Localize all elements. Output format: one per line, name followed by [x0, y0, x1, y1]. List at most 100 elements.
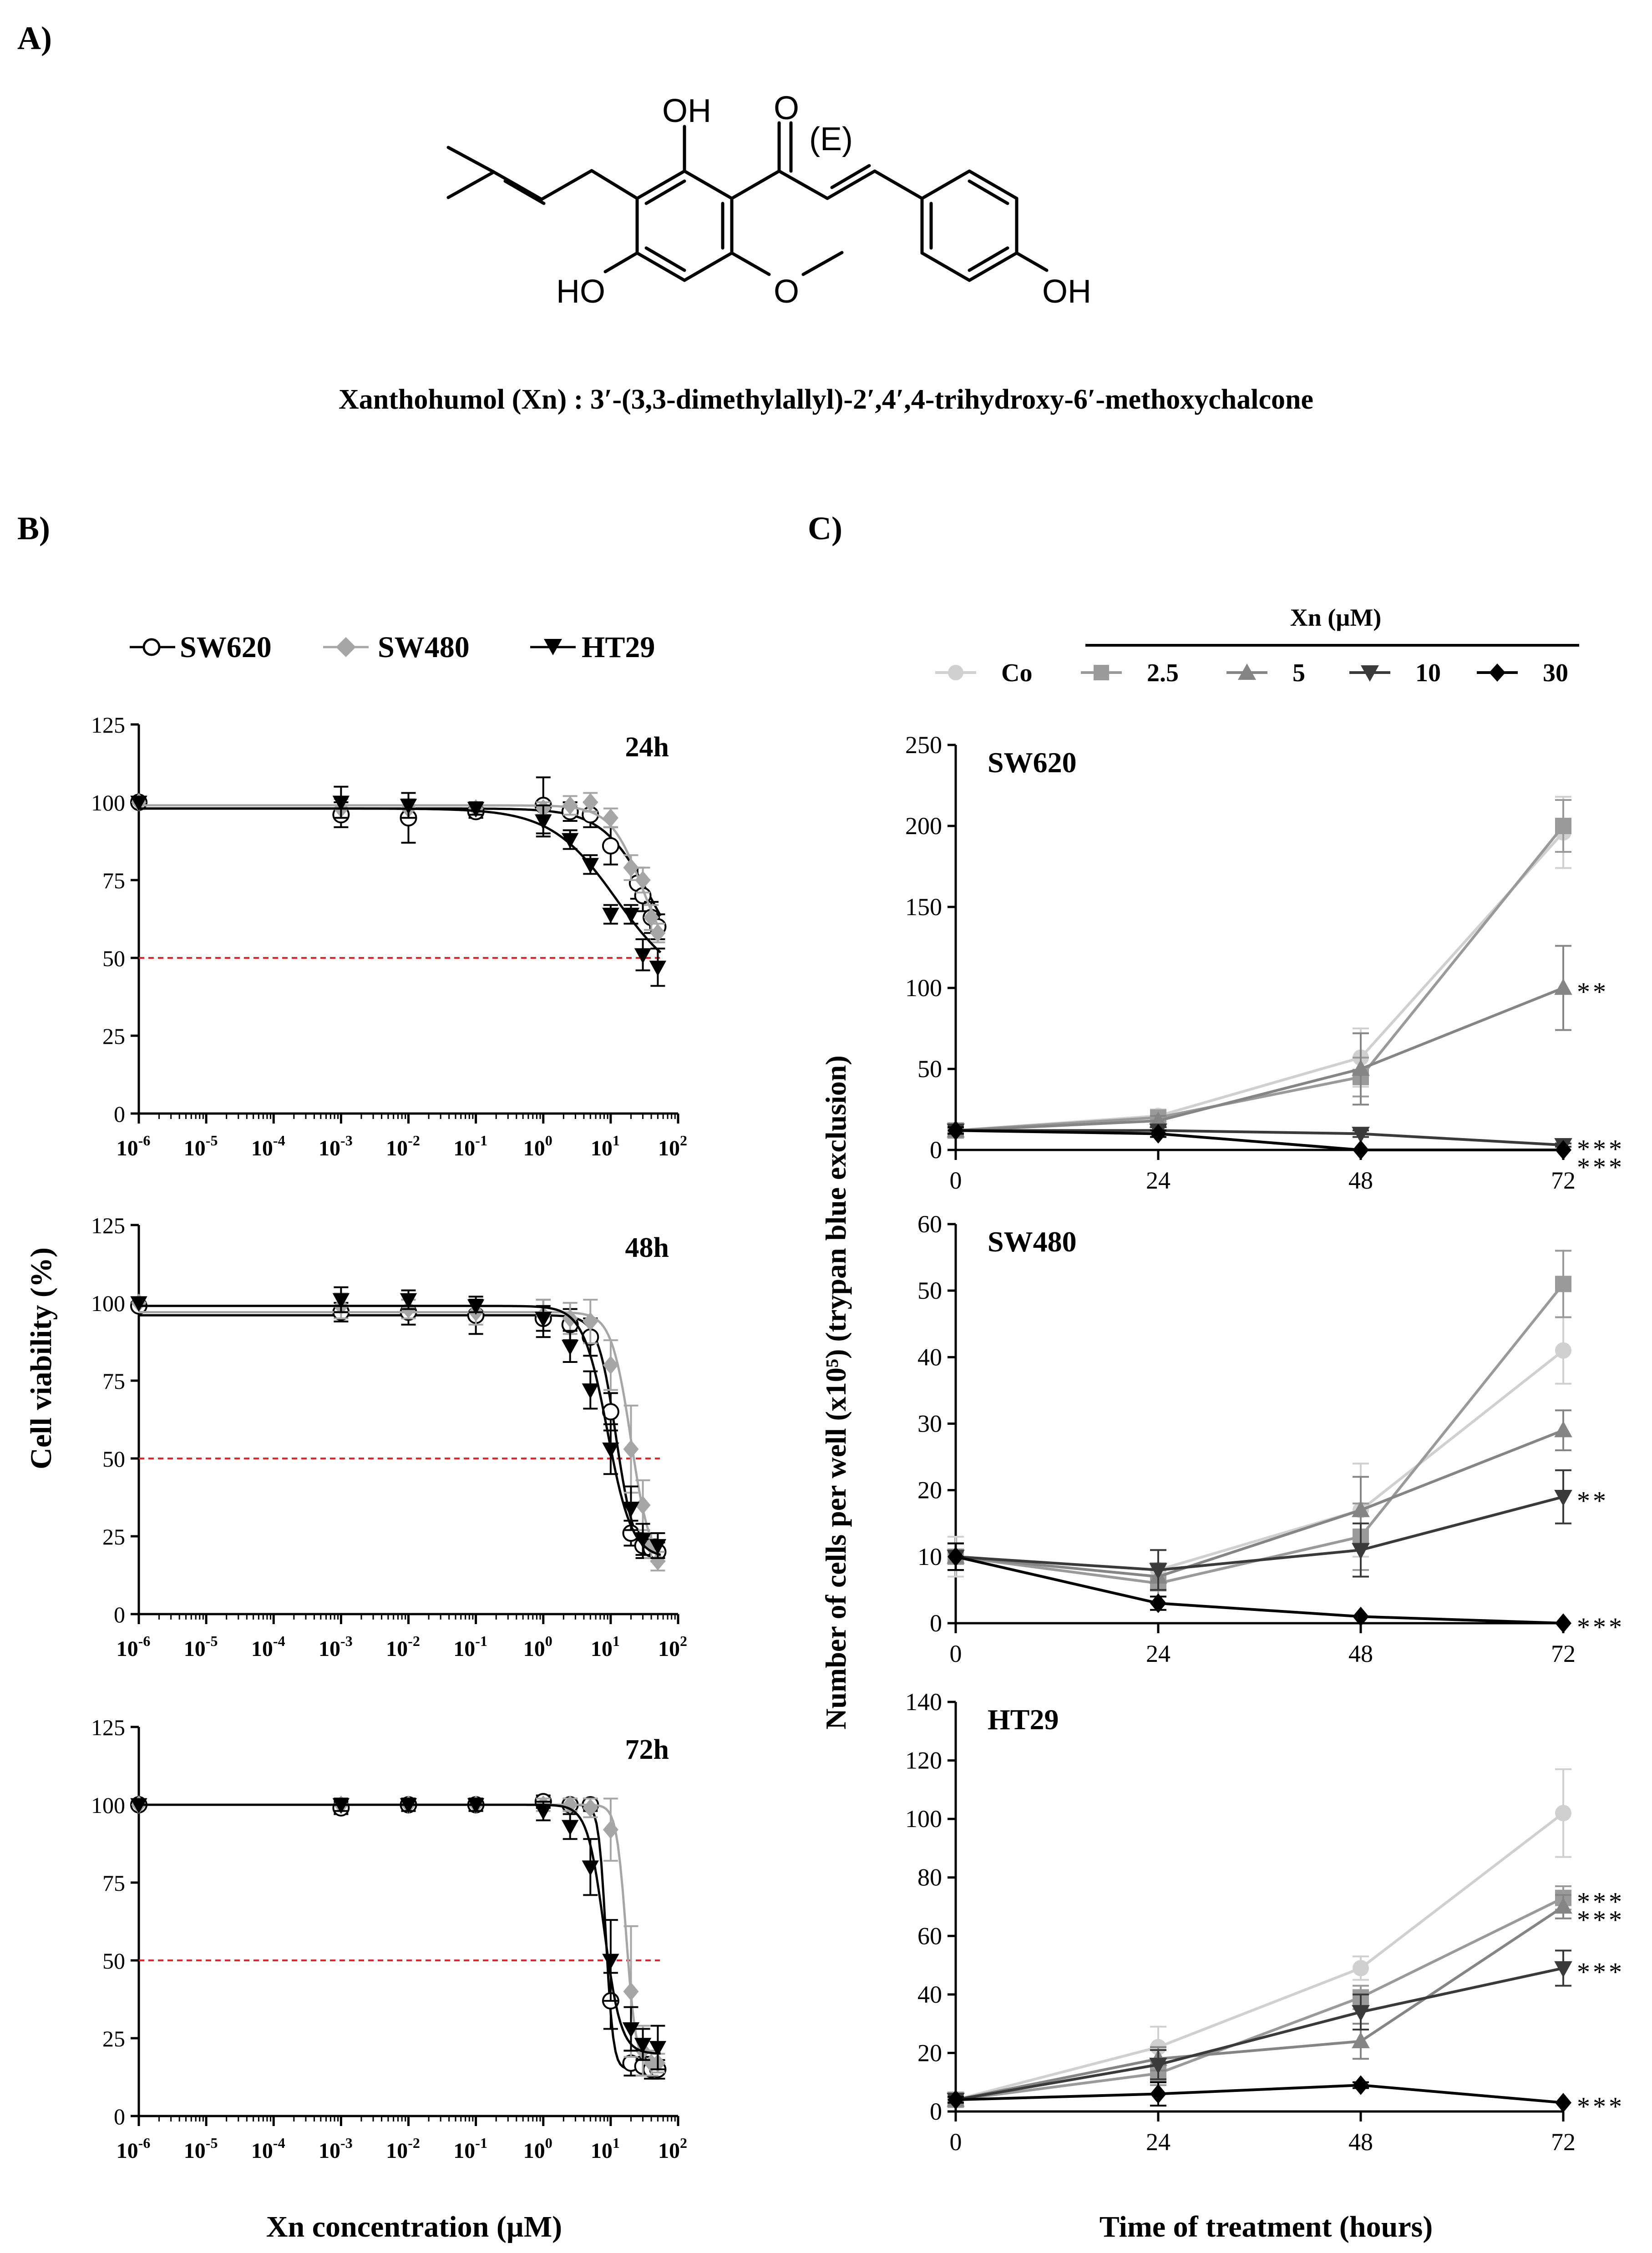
- x-tick-label: 10-6: [117, 2135, 151, 2163]
- data-point: [332, 795, 350, 811]
- x-tick-label: 100: [523, 1633, 552, 1661]
- panel-c-ylabel: Number of cells per well (x10⁵) (trypan …: [820, 1055, 852, 1730]
- fit-curve: [139, 807, 662, 916]
- data-point: [623, 1440, 639, 1458]
- y-tick-label: 250: [905, 731, 942, 759]
- data-point: [1555, 818, 1571, 834]
- data-point: [582, 1383, 599, 1399]
- data-point: [622, 2022, 640, 2038]
- data-point: [1352, 1127, 1370, 1144]
- x-tick-label: 102: [658, 1132, 687, 1160]
- plot-title: 72h: [625, 1734, 669, 1765]
- x-tick-label: 10-2: [386, 1633, 420, 1661]
- data-point: [649, 961, 667, 977]
- significance-label: ***: [1577, 1887, 1625, 1917]
- data-point: [332, 1798, 350, 1814]
- plot-title: SW620: [988, 746, 1077, 779]
- series-line: [955, 1812, 1564, 2101]
- y-tick-label: 150: [905, 893, 942, 921]
- data-point: [1554, 978, 1572, 995]
- legend-marker-co: [948, 665, 963, 680]
- data-point: [603, 1356, 618, 1375]
- y-tick-label: 75: [102, 1870, 125, 1896]
- data-point: [562, 1795, 578, 1814]
- data-point: [634, 1533, 652, 1549]
- x-tick-label: 100: [523, 2135, 552, 2163]
- legend-label-2-5: 2.5: [1147, 659, 1179, 687]
- legend-label-sw480: SW480: [378, 631, 470, 664]
- y-tick-label: 140: [905, 1688, 942, 1716]
- y-tick-label: 0: [930, 1610, 942, 1637]
- data-point: [561, 1820, 579, 1836]
- data-point: [603, 808, 618, 827]
- x-tick-label: 10-2: [386, 2135, 420, 2163]
- plot-title: SW480: [988, 1225, 1077, 1258]
- data-point: [1149, 1563, 1167, 1580]
- data-point: [623, 858, 639, 877]
- dose-response-plot-48h: 0 25 50 75 100 125 10-6 10-5 10-4 10-3 10-2 10-1 100…: [91, 1213, 687, 1661]
- series-30: [948, 2075, 1571, 2113]
- data-point: [1150, 2084, 1166, 2104]
- y-tick-label: 0: [114, 1101, 125, 1127]
- data-point: [948, 1120, 964, 1140]
- series-line: [955, 1129, 1563, 1151]
- data-point: [583, 793, 598, 812]
- xn-group-label: Xn (µM): [1290, 604, 1382, 631]
- series-ht29: [130, 785, 667, 987]
- x-tick-label: 10-3: [319, 1633, 353, 1661]
- y-tick-label: 125: [91, 1213, 125, 1238]
- x-tick-label: 101: [591, 2135, 620, 2163]
- x-tick-label: 48: [1348, 2128, 1373, 2156]
- y-tick-label: 50: [917, 1277, 942, 1304]
- panel-label-c: C): [808, 510, 842, 547]
- atom-o-keto: O: [774, 90, 799, 127]
- y-tick-label: 25: [102, 2026, 125, 2051]
- series-line: [955, 987, 1564, 1132]
- dose-response-plot-72h: 0 25 50 75 100 125 10-6 10-5 10-4 10-3 10-2 10-1 100…: [91, 1715, 687, 2163]
- data-point: [561, 1340, 579, 1356]
- series-sw480: [131, 792, 666, 943]
- series-ht29: [130, 1797, 667, 2071]
- dose-response-plot-24h: 0 25 50 75 100 125 10-6 10-5 10-4 10-3 10-2 10-1 100…: [91, 712, 687, 1160]
- data-point: [130, 1296, 147, 1312]
- x-tick-label: 100: [523, 1132, 552, 1160]
- series-line: [955, 1349, 1564, 1572]
- fit-curve: [139, 1311, 662, 1557]
- series-line: [955, 1967, 1564, 2101]
- data-point: [635, 871, 651, 890]
- legend-marker-2-5: [1094, 665, 1109, 680]
- data-point: [644, 908, 659, 927]
- stereo-label: (E): [809, 121, 853, 157]
- y-tick-label: 60: [917, 1922, 942, 1949]
- data-point: [602, 1954, 619, 1969]
- x-tick-label: 10-4: [251, 1132, 285, 1160]
- y-tick-label: 120: [905, 1747, 942, 1774]
- data-point: [1554, 1489, 1572, 1506]
- data-point: [1149, 2057, 1167, 2074]
- data-point: [650, 1552, 666, 1571]
- data-point: [1352, 1543, 1370, 1559]
- legend-label-5: 5: [1292, 659, 1305, 687]
- series-sw480: [131, 1795, 666, 2077]
- x-tick-label: 102: [658, 1633, 687, 1661]
- series-line: [955, 1283, 1565, 1585]
- data-point: [1150, 1593, 1166, 1613]
- data-point: [561, 833, 579, 849]
- series-5: [947, 1894, 1572, 2107]
- x-tick-label: 72: [1551, 1167, 1576, 1194]
- x-tick-label: 10-4: [251, 1633, 285, 1661]
- x-tick-label: 10-5: [184, 2135, 218, 2163]
- y-tick-label: 100: [905, 1805, 942, 1833]
- x-tick-label: 24: [1146, 1167, 1171, 1194]
- x-tick-label: 24: [1146, 2128, 1171, 2156]
- y-tick-label: 40: [917, 1343, 942, 1371]
- data-point: [1555, 1276, 1571, 1292]
- data-point: [1150, 1124, 1166, 1144]
- x-tick-label: 10-6: [117, 1633, 151, 1661]
- data-point: [535, 1311, 552, 1327]
- x-tick-label: 10-4: [251, 2135, 285, 2163]
